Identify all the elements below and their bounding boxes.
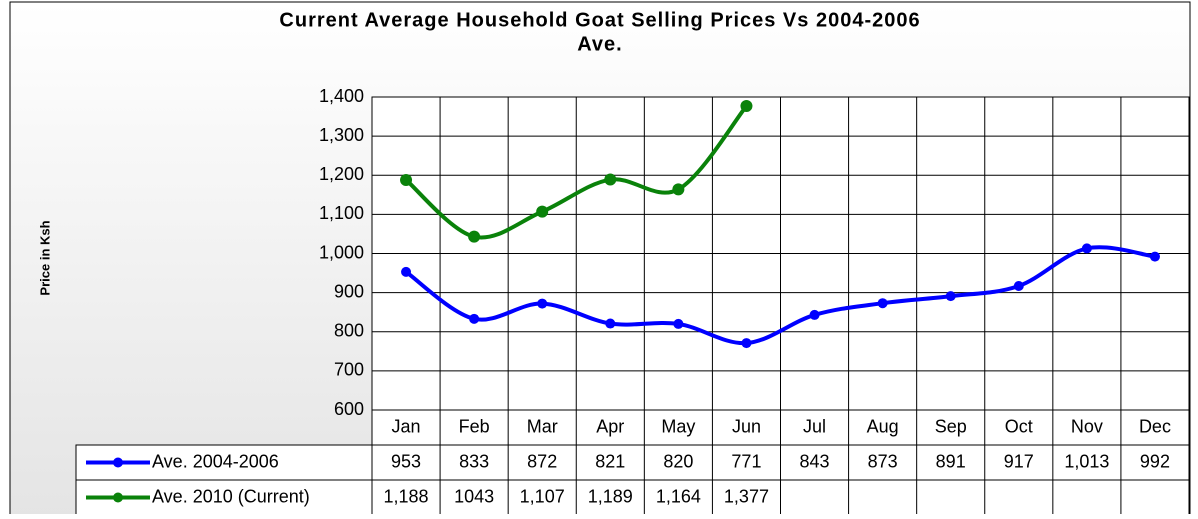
series-marker [401,266,412,277]
data-table-value: 1,013 [1064,451,1109,471]
series-marker [604,173,617,186]
y-tick-label: 900 [334,281,364,301]
data-table-value: 917 [1004,451,1034,471]
y-axis-label: Price in Ksh [37,220,52,295]
data-table-value: 1043 [454,486,494,506]
series-marker [468,230,481,243]
series-marker [673,318,684,329]
series-marker [400,173,413,186]
data-table-value: 1,107 [520,486,565,506]
x-tick-label: Apr [596,416,624,436]
data-table-value: 1,377 [724,486,769,506]
chart-title-line2: Ave. [577,33,623,55]
series-marker [605,318,616,329]
y-tick-label: 1,300 [319,125,364,145]
chart-title: Current Average Household Goat Selling P… [279,9,920,31]
data-table-value: 873 [868,451,898,471]
x-tick-label: Aug [867,416,899,436]
y-tick-label: 1,100 [319,203,364,223]
data-table-value: 821 [595,451,625,471]
x-tick-label: Jan [392,416,421,436]
legend-marker [113,457,123,468]
series-marker [537,298,548,309]
series-marker [877,298,888,309]
data-table-value: 1,164 [656,486,701,506]
x-tick-label: Oct [1005,416,1033,436]
x-tick-label: Sep [935,416,967,436]
series-line [404,245,1156,346]
series-marker [672,183,685,196]
legend-label: Ave. 2010 (Current) [152,486,310,506]
table-row [75,444,1190,481]
x-tick-label: Jun [732,416,761,436]
y-tick-label: 700 [334,360,364,380]
series-marker [469,313,480,324]
legend-label: Ave. 2004-2006 [152,451,279,471]
data-table-value: 891 [936,451,966,471]
data-table-value: 953 [391,451,421,471]
data-table-value: 820 [663,451,693,471]
y-tick-label: 1,200 [319,164,364,184]
x-tick-label: Jul [803,416,826,436]
x-tick-label: Mar [527,416,558,436]
x-tick-label: Nov [1071,416,1103,436]
series-line [404,104,749,240]
y-tick-label: 800 [334,321,364,341]
x-tick-label: Dec [1139,416,1171,436]
legend-marker [113,492,123,503]
y-tick-label: 1,400 [319,86,364,106]
data-table-value: 872 [527,451,557,471]
series-marker [536,205,549,218]
data-table-value: 1,189 [588,486,633,506]
series-marker [945,291,956,302]
table-row [75,479,1190,516]
y-tick-label: 1,000 [319,242,364,262]
data-table-value: 843 [800,451,830,471]
x-tick-label: May [661,416,695,436]
series-marker [1081,243,1092,254]
data-table-value: 771 [731,451,761,471]
series-marker [1013,280,1024,291]
data-table-value: 833 [459,451,489,471]
data-table-value: 992 [1140,451,1170,471]
series-marker [740,99,753,112]
y-tick-label: 600 [334,399,364,419]
series-marker [741,338,752,349]
series-marker [809,309,820,320]
data-table-value: 1,188 [384,486,429,506]
series-marker [1149,251,1160,262]
x-tick-label: Feb [459,416,490,436]
